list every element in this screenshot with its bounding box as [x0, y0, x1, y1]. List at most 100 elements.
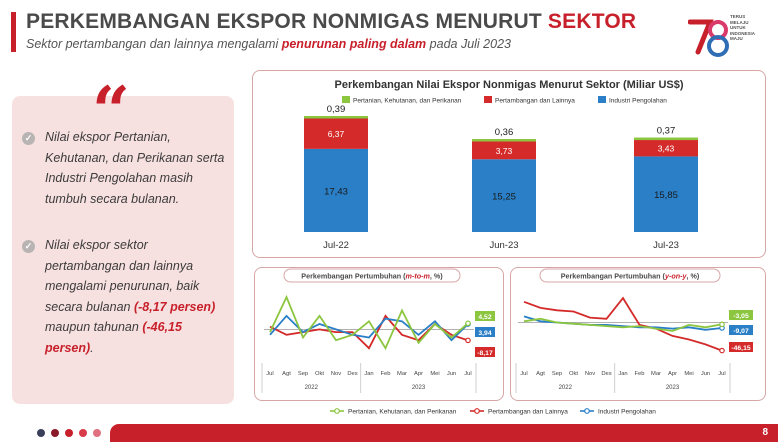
end-value-box — [475, 327, 495, 337]
logo-tagline: TERUS MELAJU UNTUK INDONESIA MAJU — [730, 14, 756, 41]
year-label: 2023 — [666, 385, 680, 391]
bar-label-industri: 17,43 — [324, 186, 348, 197]
x-tick-label: Nov — [585, 371, 595, 377]
legend-marker — [334, 408, 340, 414]
yoy-line-chart: Perkembangan Pertumbuhan (y-on-y, %) -3,0… — [515, 268, 753, 393]
x-tick-label: Des — [601, 371, 611, 377]
summary-bullet-1: Nilai ekspor Pertanian, Kehutanan, dan P… — [45, 130, 225, 206]
line-chart-title-pill — [539, 268, 721, 283]
footer-dot — [65, 429, 73, 437]
x-tick-label: Feb — [381, 371, 391, 377]
bottom-legend: Pertanian, Kehutanan, dan Perikanan Perta… — [330, 408, 656, 416]
bar-pertanian — [634, 137, 698, 141]
bar-pertambangan — [304, 118, 368, 149]
bar-label-pertanian: 0,37 — [657, 126, 676, 137]
page-number: 8 — [762, 427, 768, 438]
legend-marker — [474, 408, 480, 414]
x-tick-label: Feb — [635, 371, 645, 377]
x-tick-label: Jun — [701, 371, 710, 377]
bar-label-pertambangan: 3,43 — [658, 144, 675, 154]
legend-label: Pertanian, Kehutanan, dan Perikanan — [353, 98, 462, 105]
legend-label: Industri Pengolahan — [598, 409, 656, 416]
bar-label-pertanian: 0,36 — [495, 127, 514, 138]
series-line — [269, 314, 469, 342]
line-chart-title: Perkembangan Pertumbuhan (m-to-m, %) — [301, 272, 443, 281]
end-value-label: -3,05 — [733, 313, 749, 320]
bar-industri — [472, 159, 536, 232]
year-label: 2023 — [412, 385, 426, 391]
end-value-box — [475, 347, 495, 357]
end-value-label: 4,52 — [478, 314, 491, 321]
x-tick-label: Jul — [464, 371, 471, 377]
line-chart-title-pill — [283, 268, 461, 283]
x-tick-label: Okt — [569, 371, 578, 377]
x-tick-label: Jul-23 — [653, 240, 679, 251]
year-label: 2022 — [559, 385, 573, 391]
series-line — [269, 294, 469, 351]
yoy-chart-panel — [510, 267, 766, 401]
bar-pertambangan — [634, 140, 698, 157]
x-tick-label: Jul — [520, 371, 527, 377]
x-tick-label: Agt — [536, 371, 545, 377]
x-tick-label: Apr — [414, 371, 423, 377]
bar-label-industri: 15,25 — [492, 192, 516, 203]
end-value-box — [729, 342, 753, 352]
x-tick-label: Jul-22 — [323, 240, 349, 251]
bar-pertanian — [472, 138, 536, 142]
legend-label: Pertambangan dan Lainnya — [488, 409, 568, 416]
x-tick-label: Apr — [668, 371, 677, 377]
quote-mark-icon: “ — [92, 72, 130, 150]
x-tick-label: Jul — [718, 371, 725, 377]
header-accent-bar — [11, 12, 16, 52]
end-value-box — [729, 325, 753, 335]
end-value-label: -46,15 — [731, 345, 750, 352]
check-icon: ✓ — [22, 240, 35, 253]
bar-pertanian — [304, 115, 368, 119]
summary-panel — [12, 96, 234, 404]
footer-dot — [51, 429, 59, 437]
footer-dot — [93, 429, 101, 437]
x-tick-label: Mar — [651, 371, 661, 377]
series-end-marker — [465, 320, 471, 327]
end-value-box — [475, 311, 495, 321]
legend-swatch — [598, 96, 606, 103]
check-icon: ✓ — [22, 132, 35, 145]
end-value-box — [729, 310, 753, 320]
x-tick-label: Des — [347, 371, 357, 377]
series-end-marker — [719, 321, 725, 328]
bar-industri — [634, 156, 698, 232]
bar-label-industri: 15,85 — [654, 190, 678, 201]
anniversary-logo-icon — [688, 19, 729, 57]
bar-pertambangan — [472, 141, 536, 160]
x-tick-label: Sep — [298, 371, 308, 377]
bar-label-pertanian: 0,39 — [327, 104, 346, 115]
end-value-label: 3,94 — [478, 330, 491, 337]
x-tick-label: Mar — [397, 371, 407, 377]
footer-dot — [79, 429, 87, 437]
bar-industri — [304, 148, 368, 232]
series-line — [523, 317, 723, 332]
series-end-marker — [465, 337, 471, 344]
summary-bullet-2: Nilai ekspor sektor pertambangan dan lai… — [45, 238, 216, 355]
bar-label-pertambangan: 3,73 — [496, 146, 513, 156]
x-tick-label: Jun — [447, 371, 456, 377]
legend-label: Industri Pengolahan — [609, 98, 667, 105]
footer-dot — [37, 429, 45, 437]
legend-swatch — [342, 96, 350, 103]
legend-label: Pertambangan dan Lainnya — [495, 98, 575, 105]
bar-label-pertambangan: 6,37 — [328, 129, 345, 139]
footer-bar: 8 — [110, 424, 778, 442]
mtm-line-chart: Perkembangan Pertumbuhan (m-to-m, %) 4,52… — [261, 268, 495, 393]
x-tick-label: Agt — [282, 371, 291, 377]
x-tick-label: Jan — [364, 371, 373, 377]
bar-chart: Perkembangan Nilai Ekspor Nonmigas Menur… — [304, 79, 698, 251]
series-line — [523, 296, 723, 352]
end-value-label: -8,17 — [477, 350, 493, 357]
x-tick-label: Jan — [618, 371, 627, 377]
x-tick-label: Okt — [315, 371, 324, 377]
end-value-label: -9,07 — [733, 328, 749, 335]
legend-marker — [584, 408, 590, 414]
x-tick-label: Jun-23 — [489, 240, 518, 251]
legend-swatch — [484, 96, 492, 103]
page-title: PERKEMBANGAN EKSPOR NONMIGAS MENURUT SEK… — [26, 10, 637, 33]
